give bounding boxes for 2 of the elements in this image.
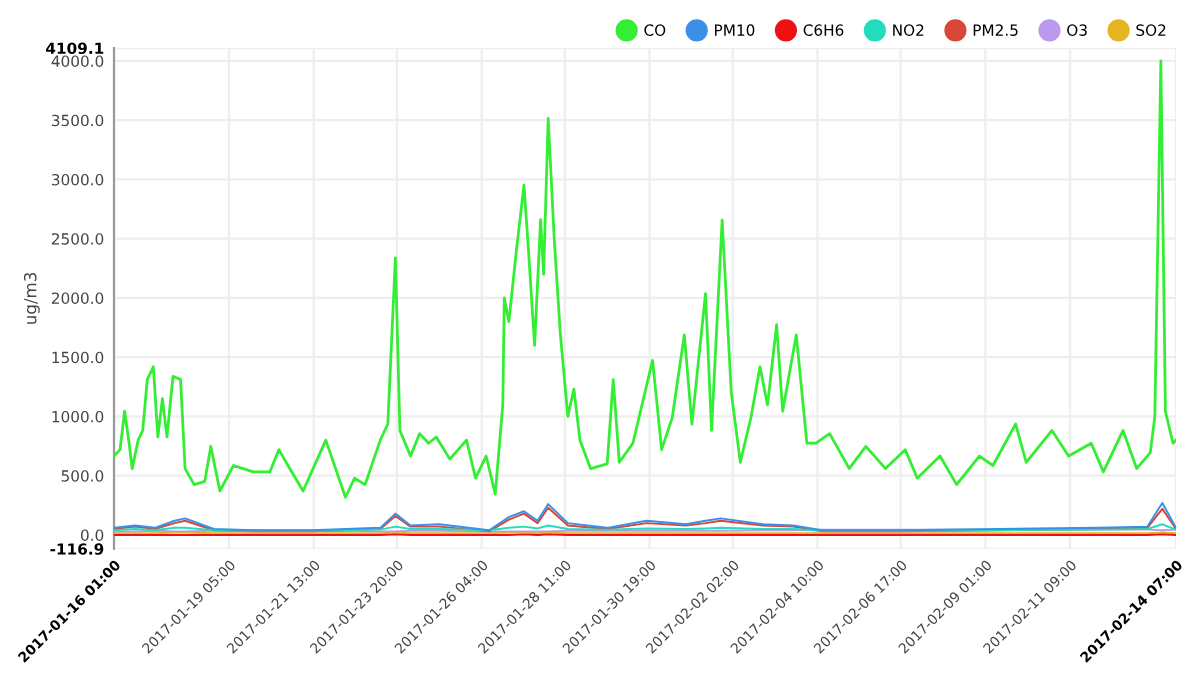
line-series bbox=[114, 59, 1176, 499]
y-axis-title: ug/m3 bbox=[23, 272, 40, 324]
